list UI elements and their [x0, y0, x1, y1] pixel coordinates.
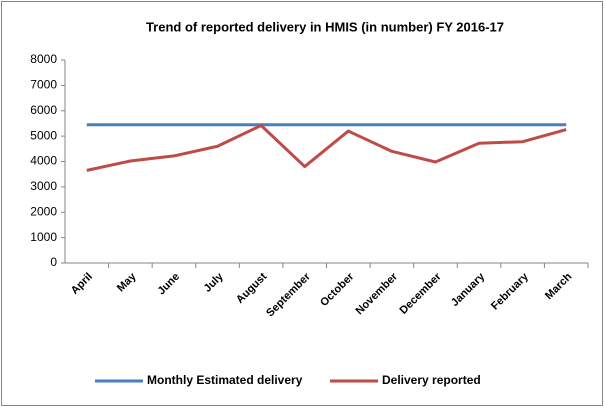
series-line [86, 123, 567, 172]
y-tick-label: 6000 [30, 103, 57, 117]
y-tick-label: 3000 [30, 179, 57, 193]
y-tick-label: 8000 [30, 52, 57, 66]
y-tick-label: 2000 [30, 204, 57, 218]
y-tick-label: 1000 [30, 230, 57, 244]
y-tick-label: 5000 [30, 128, 57, 142]
y-tick-label: 7000 [30, 78, 57, 92]
legend-label: Monthly Estimated delivery [147, 373, 303, 387]
chart-title: Trend of reported delivery in HMIS (in n… [146, 19, 504, 34]
y-tick-label: 4000 [30, 154, 57, 168]
legend-label: Delivery reported [382, 373, 481, 387]
y-tick-label: 0 [50, 255, 57, 269]
